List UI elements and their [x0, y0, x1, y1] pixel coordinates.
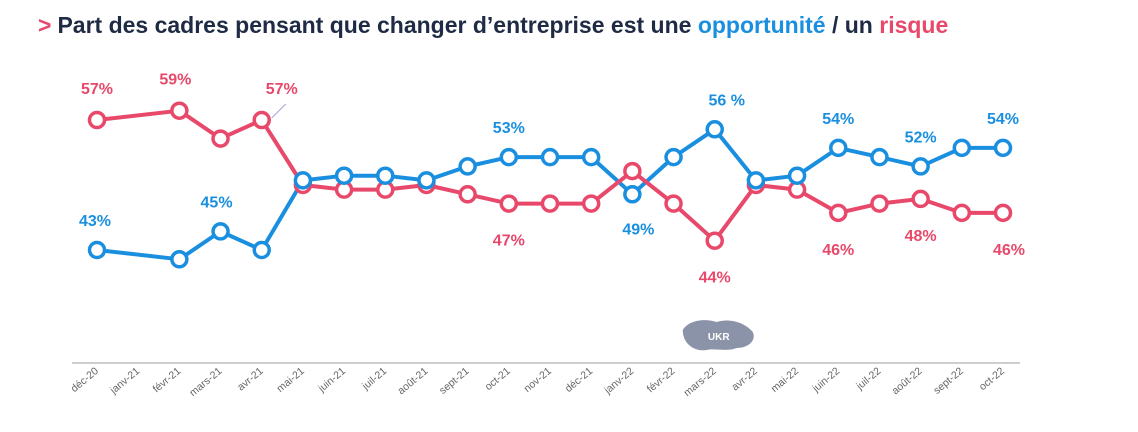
x-tick-label: juin-22 — [810, 365, 843, 395]
opportunity-point — [623, 185, 642, 204]
ukraine-map-icon — [682, 320, 754, 351]
risk-point — [623, 161, 642, 181]
opportunity-data-label: 56 % — [708, 92, 744, 109]
title-text: Part des cadres pensant que changer d’en… — [57, 12, 698, 38]
title-risk: risque — [879, 12, 949, 38]
risk-point — [581, 194, 601, 213]
opportunity-point — [87, 240, 107, 260]
risk-point — [870, 194, 889, 213]
opportunity-data-label: 43% — [79, 213, 111, 230]
risk-point — [252, 110, 271, 130]
x-tick-label: oct-22 — [977, 365, 1007, 393]
opportunity-data-label: 53% — [493, 120, 525, 137]
chart-title: > Part des cadres pensant que changer d’e… — [38, 12, 948, 39]
risk-data-label: 47% — [493, 233, 525, 250]
label-leader-line — [271, 103, 287, 119]
title-separator: / un — [825, 12, 880, 38]
opportunity-point — [499, 147, 519, 167]
risk-point — [499, 194, 519, 213]
opportunity-point — [870, 147, 889, 167]
opportunity-point — [993, 138, 1013, 158]
x-tick-label: avr-21 — [235, 365, 266, 393]
risk-point — [87, 110, 107, 130]
risk-point — [911, 189, 930, 209]
x-tick-label: juil-21 — [359, 365, 389, 393]
opportunity-point — [211, 222, 230, 241]
risk-data-label: 46% — [993, 242, 1025, 259]
x-tick-label: sept-21 — [437, 365, 472, 397]
risk-data-label: 48% — [905, 228, 937, 245]
risk-data-label: 46% — [822, 242, 854, 259]
opportunity-point — [952, 138, 972, 158]
opportunity-data-label: 49% — [622, 221, 654, 238]
x-tick-label: avr-22 — [729, 365, 760, 393]
opportunity-data-label: 54% — [987, 111, 1019, 128]
title-opportunity: opportunité — [697, 12, 826, 38]
risk-point — [952, 203, 972, 223]
x-tick-label: juin-21 — [315, 365, 348, 395]
risk-point — [993, 203, 1013, 223]
x-tick-label: mars-21 — [187, 365, 224, 399]
opportunity-point — [540, 147, 560, 167]
x-tick-label: oct-21 — [483, 365, 513, 393]
x-tick-label: juil-22 — [853, 365, 883, 393]
x-tick-label: déc-20 — [69, 365, 101, 395]
opportunity-data-label: 54% — [822, 111, 854, 128]
x-tick-label: sept-22 — [931, 365, 966, 397]
risk-point — [829, 203, 848, 223]
opportunity-point — [376, 166, 395, 185]
x-tick-label: mai-21 — [275, 365, 307, 395]
opportunity-point — [293, 171, 313, 190]
risk-data-label: 57% — [81, 81, 113, 98]
series-line-opportunity — [95, 127, 1005, 262]
title-arrow: > — [38, 12, 52, 38]
risk-point — [170, 101, 189, 120]
risk-data-label: 59% — [159, 72, 191, 89]
series-line-risk — [95, 108, 1005, 243]
opportunity-point — [787, 166, 807, 185]
opportunity-point — [458, 157, 477, 176]
opportunity-point — [705, 120, 724, 139]
opportunity-data-label: 45% — [201, 194, 233, 211]
opportunity-point — [911, 157, 930, 176]
opportunity-point — [170, 250, 189, 269]
risk-point — [458, 185, 477, 204]
opportunity-point — [417, 171, 436, 190]
x-tick-label: août-22 — [890, 365, 925, 397]
x-tick-label: mai-22 — [769, 365, 801, 395]
opportunity-point — [334, 166, 354, 185]
x-tick-label: août-21 — [395, 365, 430, 397]
risk-point — [705, 231, 724, 250]
opportunity-data-label: 52% — [905, 129, 937, 146]
opportunity-point — [746, 171, 766, 190]
risk-data-label: 57% — [266, 81, 298, 98]
opportunity-point — [252, 240, 271, 260]
x-tick-label: nov-21 — [522, 365, 554, 395]
event-marker-label: UKR — [708, 332, 730, 343]
risk-point — [664, 194, 683, 213]
x-tick-label: déc-21 — [563, 365, 595, 395]
x-tick-label: mars-22 — [681, 365, 718, 399]
x-tick-label: févr-21 — [151, 365, 184, 395]
risk-point — [211, 129, 230, 148]
x-tick-label: févr-22 — [645, 365, 678, 395]
opportunity-point — [829, 138, 848, 158]
risk-data-label: 44% — [699, 270, 731, 287]
x-tick-label: janv-21 — [107, 365, 142, 397]
risk-point — [540, 194, 560, 213]
opportunity-point — [664, 147, 683, 167]
opportunity-point — [581, 147, 601, 167]
x-tick-label: janv-22 — [601, 365, 636, 397]
